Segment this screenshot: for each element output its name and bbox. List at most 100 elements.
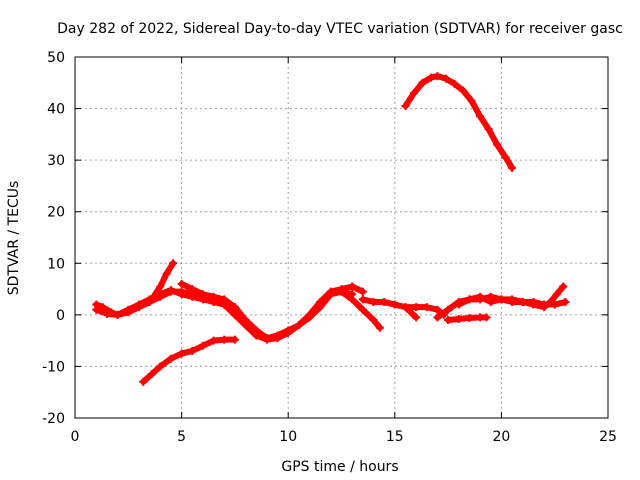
data-point bbox=[284, 328, 293, 337]
y-tick-label: -20 bbox=[42, 411, 65, 427]
data-point bbox=[454, 314, 463, 323]
data-point bbox=[501, 153, 510, 162]
y-axis-label: SDTVAR / TECUs bbox=[6, 181, 22, 296]
data-point bbox=[409, 89, 418, 98]
data-point bbox=[433, 313, 442, 322]
data-point bbox=[273, 334, 282, 343]
data-point bbox=[444, 316, 453, 325]
data-point bbox=[390, 300, 399, 309]
x-tick-label: 0 bbox=[71, 429, 80, 445]
data-point bbox=[147, 370, 156, 379]
data-point bbox=[177, 279, 186, 288]
data-point bbox=[486, 297, 495, 306]
y-tick-label: 10 bbox=[47, 256, 65, 272]
data-point bbox=[188, 346, 197, 355]
data-point bbox=[198, 341, 207, 350]
data-point bbox=[418, 78, 427, 87]
x-tick-label: 10 bbox=[279, 429, 297, 445]
data-point bbox=[177, 349, 186, 358]
x-tick-label: 20 bbox=[492, 429, 510, 445]
data-point bbox=[241, 321, 250, 330]
x-tick-label: 15 bbox=[386, 429, 404, 445]
data-point bbox=[220, 335, 229, 344]
y-tick-label: -10 bbox=[42, 359, 65, 375]
data-point bbox=[550, 300, 559, 309]
data-point bbox=[147, 295, 156, 304]
data-point bbox=[380, 297, 389, 306]
data-point bbox=[358, 305, 367, 314]
data-point bbox=[450, 79, 459, 88]
data-point bbox=[358, 295, 367, 304]
data-point bbox=[305, 310, 314, 319]
y-tick-label: 30 bbox=[47, 153, 65, 169]
data-point bbox=[124, 305, 133, 314]
data-point bbox=[465, 313, 474, 322]
data-point bbox=[113, 310, 122, 319]
data-point bbox=[348, 282, 357, 291]
data-point bbox=[198, 290, 207, 299]
data-point bbox=[508, 163, 517, 172]
data-point bbox=[484, 125, 493, 134]
data-point bbox=[369, 316, 378, 325]
data-point bbox=[412, 303, 421, 312]
data-point bbox=[497, 295, 506, 304]
data-point bbox=[552, 290, 561, 299]
data-point bbox=[166, 286, 175, 295]
data-point bbox=[209, 292, 218, 301]
data-point bbox=[476, 112, 485, 121]
data-point bbox=[102, 309, 111, 318]
data-point bbox=[459, 86, 468, 95]
data-point bbox=[540, 303, 549, 312]
data-point bbox=[401, 303, 410, 312]
data-point bbox=[262, 335, 271, 344]
data-point bbox=[294, 321, 303, 330]
x-axis-label: GPS time / hours bbox=[281, 459, 398, 475]
y-tick-label: 0 bbox=[56, 308, 65, 324]
data-point bbox=[337, 287, 346, 296]
data-point bbox=[156, 362, 165, 371]
data-point bbox=[162, 269, 171, 278]
data-point bbox=[433, 72, 442, 81]
data-point bbox=[518, 297, 527, 306]
data-point bbox=[375, 323, 384, 332]
data-point bbox=[422, 303, 431, 312]
data-point bbox=[529, 300, 538, 309]
data-point bbox=[482, 313, 491, 322]
data-point bbox=[316, 297, 325, 306]
data-point bbox=[401, 101, 410, 110]
ticks: 0 5 10 15 20 25 -20 -10 0 10 20 30 40 50 bbox=[42, 50, 617, 445]
data-point bbox=[465, 295, 474, 304]
data-point bbox=[433, 305, 442, 314]
data-point bbox=[169, 259, 178, 268]
data-point bbox=[252, 331, 261, 340]
data-point bbox=[467, 96, 476, 105]
y-tick-label: 40 bbox=[47, 102, 65, 118]
data-point bbox=[92, 305, 101, 314]
data-point bbox=[476, 292, 485, 301]
data-point bbox=[493, 140, 502, 149]
data-layer bbox=[92, 72, 570, 386]
data-point bbox=[348, 295, 357, 304]
y-tick-label: 20 bbox=[47, 205, 65, 221]
data-point bbox=[559, 282, 568, 291]
x-tick-label: 25 bbox=[599, 429, 617, 445]
grid bbox=[75, 57, 608, 418]
data-point bbox=[412, 313, 421, 322]
data-point bbox=[444, 305, 453, 314]
series-arc-spike bbox=[148, 260, 177, 303]
data-point bbox=[230, 335, 239, 344]
data-point bbox=[188, 285, 197, 294]
data-point bbox=[230, 303, 239, 312]
plot-border bbox=[74, 56, 609, 419]
data-point bbox=[139, 377, 148, 386]
data-point bbox=[188, 292, 197, 301]
data-point bbox=[326, 287, 335, 296]
data-point bbox=[561, 297, 570, 306]
data-point bbox=[156, 282, 165, 291]
data-point bbox=[220, 300, 229, 309]
chart-title: Day 282 of 2022, Sidereal Day-to-day VTE… bbox=[57, 21, 623, 37]
data-point bbox=[369, 297, 378, 306]
data-point bbox=[508, 295, 517, 304]
